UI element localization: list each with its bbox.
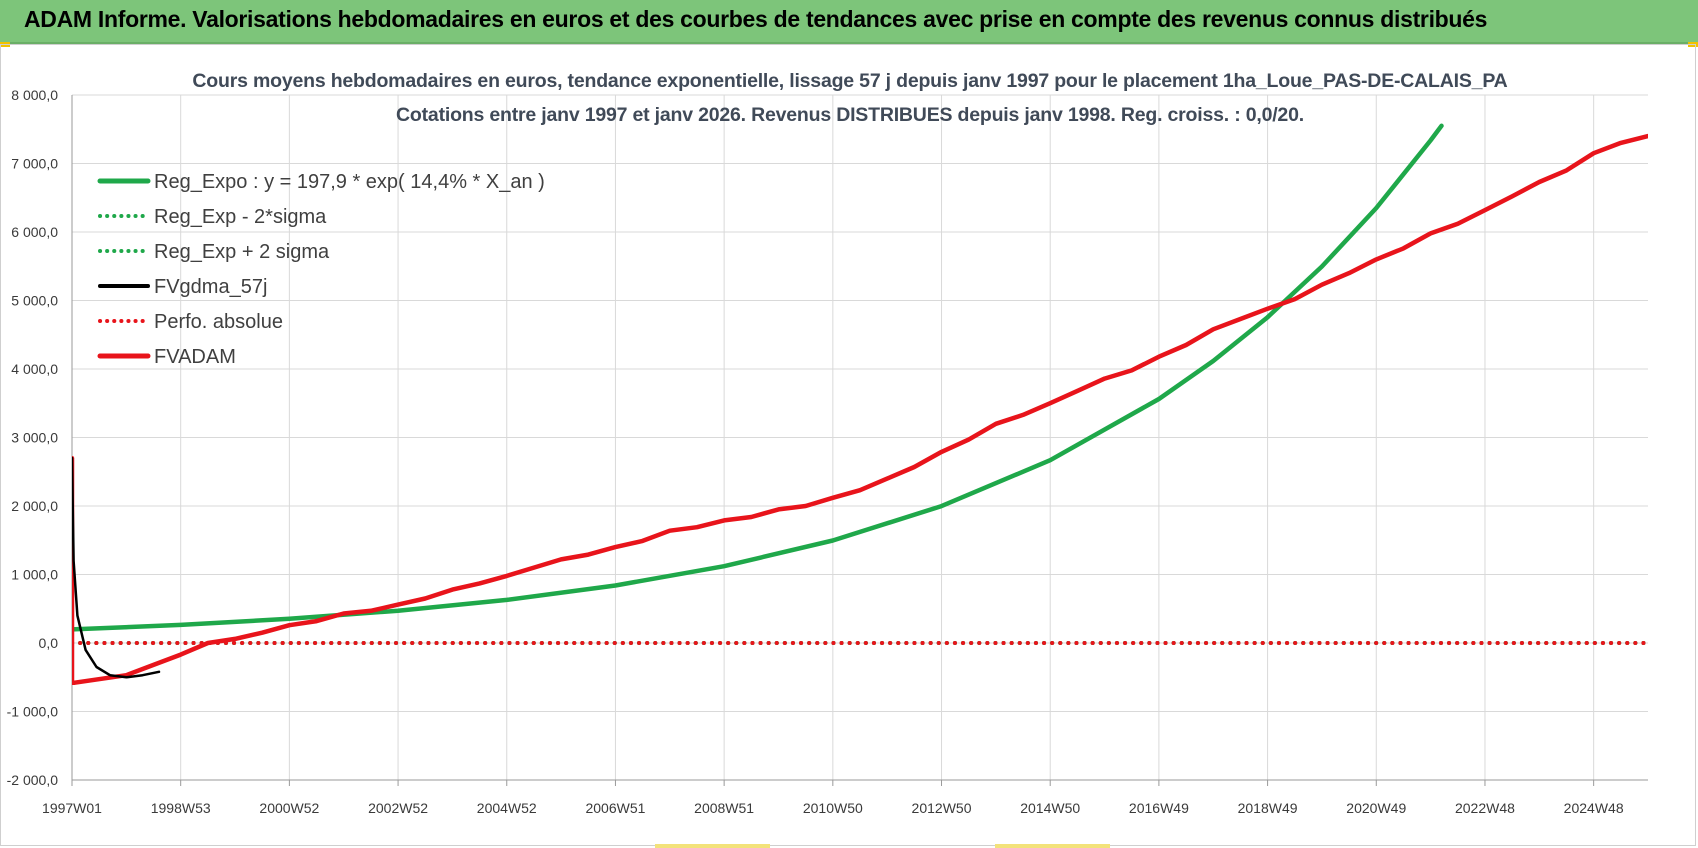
chart-subtitle: Cotations entre janv 1997 et janv 2026. …: [396, 104, 1304, 126]
bottom-bar-left: [655, 844, 770, 848]
series-line-5: [72, 133, 1648, 685]
x-tick-label: 1997W01: [42, 800, 102, 816]
x-tick-label: 2018W49: [1238, 800, 1298, 816]
banner-title: ADAM Informe. Valorisations hebdomadaire…: [24, 6, 1488, 32]
x-tick-label: 2002W52: [368, 800, 428, 816]
legend-label: Reg_Exp - 2*sigma: [154, 206, 327, 228]
plot-area: [72, 123, 1648, 685]
x-tick-label: 1998W53: [151, 800, 211, 816]
x-tick-label: 2022W48: [1455, 800, 1515, 816]
legend-label: FVADAM: [154, 346, 236, 368]
x-tick-label: 2020W49: [1346, 800, 1406, 816]
series-line-0: [72, 123, 1444, 632]
y-tick-label: 7 000,0: [11, 156, 58, 172]
y-tick-label: 2 000,0: [11, 498, 58, 514]
series-line-3: [72, 456, 161, 679]
header-banner: ADAM Informe. Valorisations hebdomadaire…: [0, 0, 1698, 44]
x-tick-label: 2004W52: [477, 800, 537, 816]
chart-title: Cours moyens hebdomadaires en euros, ten…: [192, 70, 1508, 92]
y-tick-label: 4 000,0: [11, 361, 58, 377]
x-tick-label: 2024W48: [1564, 800, 1624, 816]
legend-label: FVgdma_57j: [154, 276, 267, 298]
y-tick-label: 6 000,0: [11, 224, 58, 240]
y-tick-label: 8 000,0: [11, 87, 58, 103]
x-tick-label: 2014W50: [1020, 800, 1080, 816]
legend-label: Perfo. absolue: [154, 311, 283, 333]
x-tick-label: 2008W51: [694, 800, 754, 816]
x-tick-label: 2012W50: [912, 800, 972, 816]
x-tick-label: 2010W50: [803, 800, 863, 816]
x-tick-label: 2000W52: [259, 800, 319, 816]
y-tick-label: -2 000,0: [7, 772, 59, 788]
y-tick-label: 5 000,0: [11, 293, 58, 309]
x-tick-label: 2016W49: [1129, 800, 1189, 816]
chart-frame: [0, 44, 1696, 846]
y-tick-label: -1 000,0: [7, 704, 59, 720]
legend-label: Reg_Expo : y = 197,9 * exp( 14,4% * X_an…: [154, 171, 545, 193]
y-tick-label: 1 000,0: [11, 567, 58, 583]
legend-label: Reg_Exp + 2 sigma: [154, 241, 330, 263]
bottom-bar-right: [995, 844, 1110, 848]
y-tick-label: 3 000,0: [11, 430, 58, 446]
y-tick-label: 0,0: [39, 635, 59, 651]
x-tick-label: 2006W51: [585, 800, 645, 816]
